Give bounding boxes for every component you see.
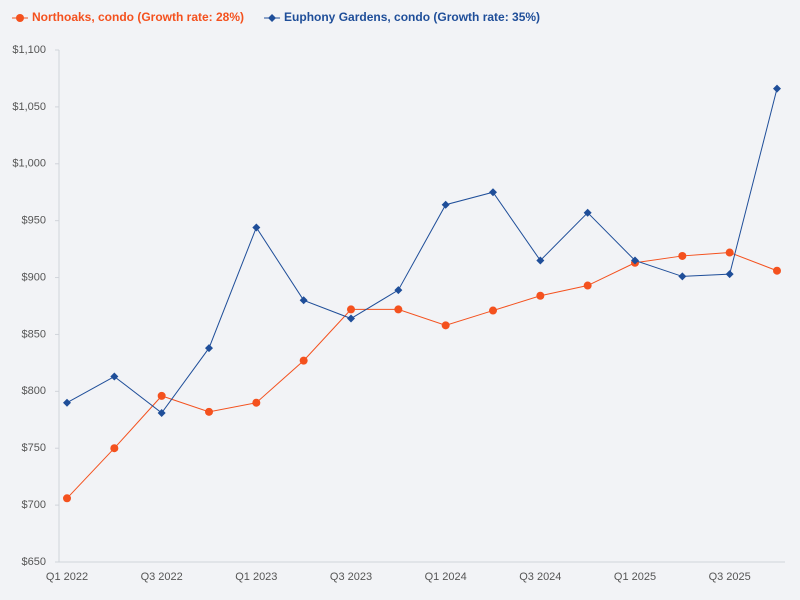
point: [299, 356, 308, 365]
point: [394, 305, 403, 314]
y-tick-label: $800: [22, 385, 46, 397]
x-tick-label: Q3 2022: [141, 571, 183, 583]
series-line: [66, 252, 778, 499]
point: [583, 208, 592, 217]
point: [725, 248, 734, 257]
y-tick-label: $900: [22, 271, 46, 283]
point: [110, 372, 119, 381]
point: [347, 314, 355, 323]
point: [725, 270, 734, 279]
x-tick-label: Q3 2024: [519, 571, 561, 583]
point: [347, 305, 355, 314]
point: [299, 296, 308, 305]
x-tick-label: Q1 2024: [425, 571, 467, 583]
point: [394, 286, 403, 295]
point: [157, 391, 166, 400]
point: [63, 494, 71, 503]
x-tick-label: Q3 2023: [330, 571, 372, 583]
point: [678, 272, 687, 281]
point: [110, 444, 119, 453]
point: [678, 251, 687, 260]
point: [205, 407, 213, 416]
series-line: [66, 88, 778, 414]
x-tick-label: Q3 2025: [709, 571, 751, 583]
y-tick-label: $850: [22, 328, 46, 340]
x-tick-label: Q1 2022: [46, 571, 88, 583]
point: [631, 256, 639, 265]
point: [63, 398, 71, 407]
point: [252, 398, 261, 407]
legend-label: Euphony Gardens, condo (Growth rate: 35%…: [284, 10, 540, 24]
y-tick-label: $950: [22, 215, 46, 227]
legend-marker: [16, 14, 24, 22]
point: [489, 306, 497, 315]
point: [773, 266, 781, 275]
y-tick-label: $1,000: [12, 158, 46, 170]
point: [489, 188, 497, 197]
legend-label: Northoaks, condo (Growth rate: 28%): [32, 10, 244, 24]
y-tick-label: $650: [22, 556, 46, 568]
point: [157, 408, 166, 417]
x-tick-label: Q1 2025: [614, 571, 656, 583]
y-tick-label: $1,050: [12, 101, 46, 113]
point: [252, 223, 261, 232]
point: [441, 321, 450, 330]
y-tick-label: $700: [22, 499, 46, 511]
point: [441, 200, 450, 209]
y-tick-label: $750: [22, 442, 46, 454]
point: [205, 344, 213, 353]
point: [773, 84, 781, 93]
point: [583, 281, 592, 290]
legend-marker: [268, 14, 277, 22]
legend-item: Northoaks, condo (Growth rate: 28%): [12, 10, 244, 24]
point: [536, 291, 545, 300]
point: [536, 256, 545, 265]
x-tick-label: Q1 2023: [235, 571, 277, 583]
y-tick-label: $1,100: [12, 44, 46, 56]
legend-item: Euphony Gardens, condo (Growth rate: 35%…: [264, 10, 540, 24]
